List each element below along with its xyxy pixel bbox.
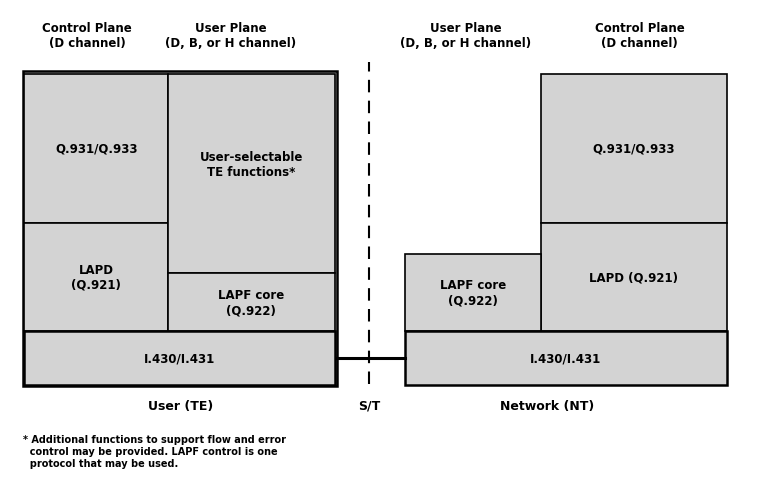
Text: LAPD
(Q.921): LAPD (Q.921)	[71, 263, 121, 291]
Bar	[541, 223, 727, 331]
Text: Q.931/Q.933: Q.931/Q.933	[55, 142, 137, 156]
Bar	[405, 254, 541, 331]
Bar	[405, 331, 727, 385]
Text: User Plane
(D, B, or H channel): User Plane (D, B, or H channel)	[400, 22, 531, 49]
Bar	[541, 74, 727, 223]
Bar	[168, 274, 335, 331]
Text: LAPD (Q.921): LAPD (Q.921)	[590, 271, 678, 284]
Text: Control Plane
(D channel): Control Plane (D channel)	[595, 22, 684, 49]
Text: I.430/I.431: I.430/I.431	[144, 352, 215, 365]
Bar	[24, 331, 335, 385]
Text: User-selectable
TE functions*: User-selectable TE functions*	[200, 150, 303, 179]
Text: LAPF core
(Q.922): LAPF core (Q.922)	[218, 288, 285, 316]
Text: Network (NT): Network (NT)	[500, 399, 594, 412]
Text: * Additional functions to support flow and error
  control may be provided. LAPF: * Additional functions to support flow a…	[23, 434, 285, 468]
Text: I.430/I.431: I.430/I.431	[530, 352, 602, 365]
Bar	[24, 74, 168, 223]
Bar	[23, 72, 337, 386]
Text: Control Plane
(D channel): Control Plane (D channel)	[42, 22, 132, 49]
Text: User (TE): User (TE)	[148, 399, 213, 412]
Text: LAPF core
(Q.922): LAPF core (Q.922)	[440, 279, 506, 307]
Text: S/T: S/T	[358, 399, 381, 412]
Bar	[24, 223, 168, 331]
Bar	[168, 74, 335, 274]
Text: Q.931/Q.933: Q.931/Q.933	[593, 142, 675, 156]
Text: User Plane
(D, B, or H channel): User Plane (D, B, or H channel)	[165, 22, 297, 49]
